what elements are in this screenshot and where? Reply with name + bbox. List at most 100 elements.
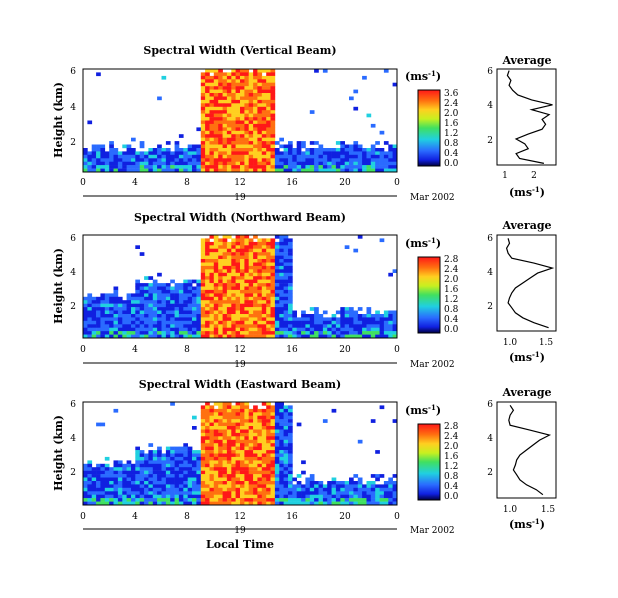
heatmap-cell	[370, 151, 376, 156]
heatmap-cell	[205, 120, 210, 125]
colorbar-tick: 1.2	[444, 295, 458, 305]
heatmap-cell	[270, 426, 276, 430]
heatmap-cell	[205, 408, 210, 413]
heatmap-cell	[231, 443, 236, 447]
heatmap-cell	[331, 317, 337, 322]
heatmap-cell	[152, 453, 158, 458]
heatmap-cell	[113, 168, 119, 173]
heatmap-cell	[196, 481, 202, 485]
heatmap-cell	[96, 491, 101, 495]
heatmap-cell	[279, 265, 284, 270]
heatmap-cell	[244, 310, 250, 315]
heatmap-cell	[192, 168, 197, 173]
heatmap-cell	[231, 415, 236, 420]
heatmap-cell	[135, 279, 140, 284]
heatmap-cell	[388, 327, 393, 332]
profile-x-label: (ms-1)	[509, 185, 545, 199]
heatmap-cell	[222, 134, 228, 138]
heatmap-cell	[235, 419, 241, 423]
heatmap-cell	[248, 248, 254, 253]
heatmap-cell	[222, 415, 228, 420]
profile-y-tick: 2	[487, 302, 493, 312]
heatmap-cell	[274, 334, 280, 339]
heatmap-cell	[96, 324, 101, 328]
heatmap-cell	[257, 79, 263, 83]
heatmap-cell	[222, 279, 228, 284]
heatmap-cell	[248, 245, 254, 249]
y-tick-label: 2	[70, 302, 76, 312]
heatmap-cell	[327, 168, 332, 173]
heatmap-cell	[370, 501, 376, 506]
heatmap-cell	[222, 79, 228, 83]
heatmap-cell	[213, 443, 219, 447]
heatmap-cell	[226, 279, 232, 284]
heatmap-cell	[288, 272, 293, 277]
heatmap-cell	[244, 151, 250, 156]
heatmap-cell	[87, 310, 93, 315]
heatmap-cell	[266, 245, 271, 249]
heatmap-cell	[157, 272, 162, 277]
heatmap-cell	[375, 314, 380, 318]
heatmap-cell	[187, 161, 193, 166]
heatmap-cell	[279, 408, 284, 413]
heatmap-cell	[165, 331, 171, 335]
heatmap-cell	[261, 69, 267, 73]
heatmap-cell	[383, 484, 389, 489]
heatmap-cell	[161, 474, 167, 478]
heatmap-cell	[274, 432, 280, 437]
panel-eastward-beam: Spectral Width (Eastward Beam) Height (k…	[52, 378, 557, 551]
heatmap-cell	[266, 141, 271, 145]
heatmap-cell	[148, 168, 154, 173]
heatmap-cell	[117, 324, 123, 328]
heatmap-cell	[192, 494, 197, 499]
heatmap-cell	[370, 327, 376, 332]
heatmap-cell	[213, 408, 219, 413]
heatmap-cell	[170, 307, 175, 311]
heatmap-cell	[218, 272, 223, 277]
heatmap-cell	[139, 470, 145, 475]
heatmap-cell	[309, 314, 315, 318]
heatmap-cell	[379, 324, 385, 328]
x-tick-label: 4	[132, 345, 138, 355]
heatmap-cell	[248, 293, 254, 298]
heatmap-cell	[205, 474, 210, 478]
heatmap-cell	[231, 422, 236, 427]
heatmap-cell	[222, 255, 228, 260]
heatmap-cell	[257, 331, 263, 335]
heatmap-cell	[209, 470, 215, 475]
heatmap-cell	[161, 310, 167, 315]
heatmap-cell	[126, 470, 132, 475]
heatmap-cell	[113, 293, 119, 298]
heatmap-cell	[253, 436, 258, 440]
heatmap-cell	[113, 296, 119, 301]
heatmap-cell	[148, 283, 154, 287]
heatmap-cell	[161, 161, 167, 166]
heatmap-cell	[91, 324, 97, 328]
heatmap-cell	[231, 484, 236, 489]
heatmap-cell	[257, 127, 263, 132]
heatmap-cell	[205, 134, 210, 138]
heatmap-cell	[96, 320, 101, 325]
heatmap-cell	[187, 286, 193, 291]
heatmap-cell	[222, 120, 228, 125]
heatmap-cell	[279, 289, 284, 294]
heatmap-cell	[178, 460, 184, 465]
heatmap-cell	[279, 168, 284, 173]
heatmap-cell	[353, 158, 359, 162]
heatmap-cell	[165, 494, 171, 499]
heatmap-cell	[126, 317, 132, 322]
x-tick-label: 0	[394, 512, 400, 522]
heatmap-cell	[209, 481, 215, 485]
heatmap-cell	[301, 154, 306, 159]
heatmap-cell	[213, 300, 219, 304]
heatmap-cell	[218, 405, 223, 410]
heatmap-cell	[266, 154, 271, 159]
heatmap-cell	[288, 456, 293, 461]
heatmap-cell	[283, 238, 289, 243]
heatmap-cell	[113, 408, 119, 413]
profile-line	[506, 70, 553, 164]
heatmap-cell	[222, 123, 228, 128]
heatmap-cell	[218, 467, 223, 471]
heatmap-cell	[200, 75, 206, 80]
heatmap-cell	[283, 408, 289, 413]
